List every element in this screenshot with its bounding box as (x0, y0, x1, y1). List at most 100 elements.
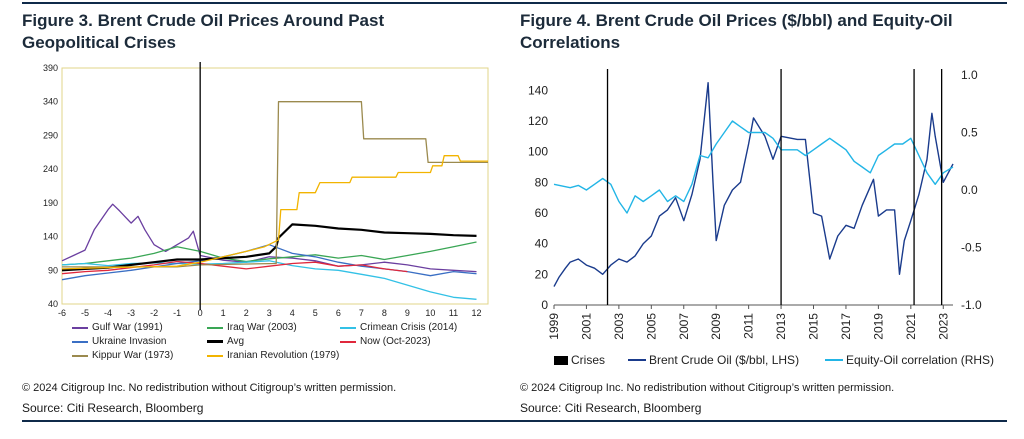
x-tick-label: 2023 (936, 313, 950, 340)
figure3-source: Source: Citi Research, Bloomberg (22, 401, 204, 415)
y-tick-label: 390 (43, 63, 58, 73)
series-line (553, 120, 954, 214)
series-line (61, 260, 408, 275)
legend-label: Equity-Oil correlation (RHS) (846, 353, 995, 367)
legend-swatch (628, 359, 646, 361)
legend-label: Crises (571, 353, 606, 367)
x-tick-label: 2009 (709, 313, 723, 340)
series-line (61, 241, 477, 266)
y-left-tick-label: 100 (528, 145, 548, 159)
legend-swatch (554, 355, 568, 365)
legend-swatch (340, 340, 356, 343)
x-tick-label: 1 (221, 308, 226, 318)
legend-swatch (207, 326, 223, 329)
series-line (61, 155, 488, 270)
x-tick-label: 7 (359, 308, 364, 318)
x-tick-label: 5 (313, 308, 318, 318)
x-tick-label: 0 (198, 308, 203, 318)
x-tick-label: 2015 (807, 313, 821, 340)
x-tick-label: 2007 (677, 313, 691, 340)
figure4-copyright: © 2024 Citigroup Inc. No redistribution … (520, 382, 895, 394)
y-right-tick-label: 1.0 (961, 68, 978, 82)
y-right-tick-label: -1.0 (961, 298, 982, 312)
legend-item: Now (Oct-2023) (340, 336, 431, 347)
legend-swatch (72, 340, 88, 343)
y-right-tick-label: 0.5 (961, 126, 978, 140)
legend-item: Kippur War (1973) (72, 350, 173, 361)
x-tick-label: 2019 (871, 313, 885, 340)
legend-label: Avg (227, 336, 245, 347)
legend-swatch (72, 326, 88, 329)
x-tick-label: 9 (405, 308, 410, 318)
x-tick-label: -3 (127, 308, 135, 318)
legend-item: Crimean Crisis (2014) (340, 322, 457, 333)
y-left-tick-label: 60 (535, 206, 549, 220)
x-tick-label: 8 (382, 308, 387, 318)
y-right-tick-label: 0.0 (961, 183, 978, 197)
legend-item: Gulf War (1991) (72, 322, 163, 333)
y-right-tick-label: -0.5 (961, 241, 982, 255)
x-tick-label: 2017 (839, 313, 853, 340)
y-tick-label: 40 (48, 299, 58, 309)
x-tick-label: 12 (471, 308, 481, 318)
x-tick-label: -5 (81, 308, 89, 318)
legend-swatch (340, 326, 356, 329)
figure3-title: Figure 3. Brent Crude Oil Prices Around … (22, 11, 385, 52)
y-tick-label: 340 (43, 97, 58, 107)
y-tick-label: 140 (43, 232, 58, 242)
y-left-tick-label: 120 (528, 114, 548, 128)
legend-label: Now (Oct-2023) (360, 336, 431, 347)
x-tick-label: 1999 (547, 313, 561, 340)
x-tick-label: -1 (173, 308, 181, 318)
legend-swatch (825, 359, 843, 361)
legend-label: Iranian Revolution (1979) (227, 350, 340, 361)
legend-item: Iranian Revolution (1979) (207, 350, 339, 361)
series-line (553, 82, 954, 287)
x-tick-label: 2003 (612, 313, 626, 340)
x-tick-label: -6 (58, 308, 66, 318)
legend-item: Avg (207, 336, 244, 347)
y-left-tick-label: 40 (535, 237, 549, 251)
legend-label: Brent Crude Oil ($/bbl, LHS) (649, 353, 800, 367)
legend-item: Ukraine Invasion (72, 336, 166, 347)
top-rule (22, 2, 1007, 4)
y-tick-label: 290 (43, 130, 58, 140)
series-line (61, 203, 477, 273)
legend-swatch (207, 340, 223, 343)
legend-label: Kippur War (1973) (92, 350, 174, 361)
x-tick-label: 3 (267, 308, 272, 318)
legend-swatch (72, 354, 88, 357)
legend-item: Equity-Oil correlation (RHS) (825, 353, 994, 367)
legend-item: Brent Crude Oil ($/bbl, LHS) (628, 353, 799, 367)
x-tick-label: 2013 (774, 313, 788, 340)
x-tick-label: 2011 (742, 313, 756, 339)
legend-label: Iraq War (2003) (227, 322, 297, 333)
y-tick-label: 90 (48, 265, 58, 275)
figure4-title: Figure 4. Brent Crude Oil Prices ($/bbl)… (520, 11, 953, 52)
x-tick-label: 2021 (904, 313, 918, 340)
legend-swatch (207, 354, 223, 357)
y-left-tick-label: 0 (541, 298, 548, 312)
bottom-rule (22, 420, 1007, 422)
x-tick-label: 11 (449, 308, 458, 318)
legend-label: Ukraine Invasion (92, 336, 167, 347)
figure4-chart: 0 20 40 60 80 100 120 140 -1.0 -0.5 0.0 0.5 1.0 1999 2… (528, 68, 982, 340)
y-left-tick-label: 80 (535, 175, 549, 189)
x-tick-label: 2 (244, 308, 249, 318)
y-tick-label: 240 (43, 164, 58, 174)
x-tick-label: 10 (425, 308, 435, 318)
x-tick-label: 2005 (644, 313, 658, 340)
legend-label: Gulf War (1991) (92, 322, 163, 333)
series-line (61, 260, 477, 300)
x-tick-label: 2001 (579, 313, 593, 340)
figure3-copyright: © 2024 Citigroup Inc. No redistribution … (22, 382, 397, 394)
y-left-tick-label: 140 (528, 83, 548, 97)
legend-item: Iraq War (2003) (207, 322, 297, 333)
x-tick-label: -2 (150, 308, 158, 318)
x-tick-label: -4 (104, 308, 112, 318)
x-tick-label: 4 (290, 308, 295, 318)
y-tick-label: 190 (43, 198, 58, 208)
x-tick-label: 6 (336, 308, 341, 318)
legend-label: Crimean Crisis (2014) (360, 322, 458, 333)
